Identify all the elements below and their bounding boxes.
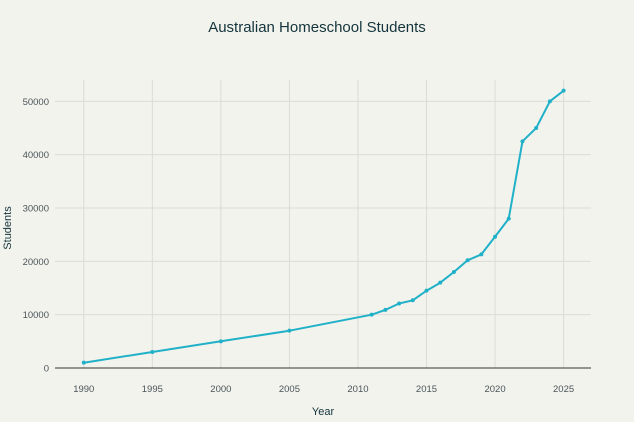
data-point (150, 350, 155, 354)
data-point (479, 252, 484, 257)
gridlines (55, 80, 591, 368)
data-point (451, 270, 456, 274)
data-point (561, 88, 566, 93)
x-tick-label: 2010 (347, 384, 368, 395)
x-axis-label: Year (312, 406, 335, 418)
y-tick-label: 30000 (23, 204, 49, 215)
data-point (534, 126, 539, 130)
x-tick-label: 2025 (553, 384, 574, 395)
data-point (218, 339, 223, 344)
data-point (506, 216, 511, 221)
data-point (520, 139, 525, 144)
x-tick-label: 2000 (210, 384, 231, 395)
data-point (465, 258, 470, 263)
x-tick-label: 2005 (279, 384, 300, 395)
data-point (547, 99, 552, 104)
y-axis-label: Students (2, 206, 14, 250)
x-tick-label: 2015 (416, 384, 437, 395)
y-axis-ticks: 0 10000 20000 30000 40000 50000 (23, 97, 49, 375)
x-tick-label: 1995 (142, 384, 163, 395)
x-tick-label: 1990 (73, 384, 94, 395)
y-tick-label: 10000 (23, 310, 49, 321)
data-point (397, 301, 402, 306)
y-tick-label: 20000 (23, 257, 49, 268)
data-point (493, 234, 498, 239)
y-tick-label: 0 (44, 364, 49, 375)
data-point (438, 280, 443, 285)
x-axis-ticks: 1990 1995 2000 2005 2010 2015 2020 2025 (73, 384, 574, 395)
data-point (287, 328, 292, 333)
chart-title: Australian Homeschool Students (208, 19, 426, 36)
data-points (81, 88, 566, 365)
y-tick-label: 40000 (23, 150, 49, 161)
data-point (81, 360, 86, 365)
data-point (424, 288, 429, 293)
x-tick-label: 2020 (484, 384, 505, 395)
data-point (410, 298, 415, 303)
data-point (383, 307, 388, 312)
data-point (369, 312, 374, 317)
y-tick-label: 50000 (23, 97, 49, 108)
